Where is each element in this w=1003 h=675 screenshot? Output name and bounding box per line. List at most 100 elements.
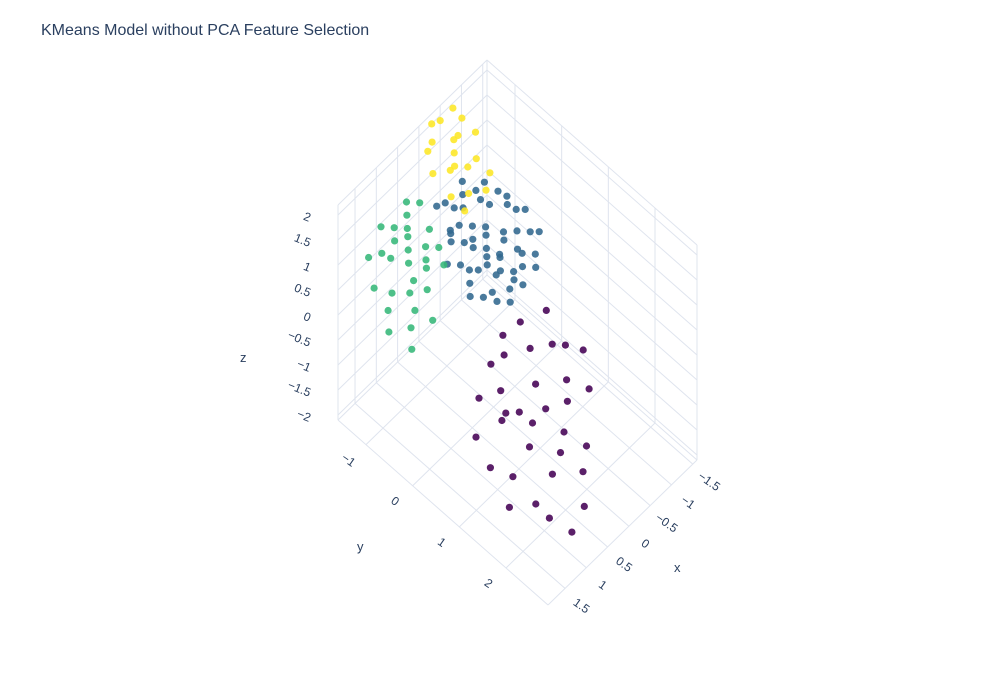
x-tick-label: −1 [678,493,698,513]
x-tick-label: 1.5 [571,595,593,616]
data-point-cluster-3 [449,104,457,112]
data-point-cluster-0 [585,385,593,393]
grid-layer [337,59,698,606]
data-point-cluster-1 [492,271,500,279]
data-point-cluster-0 [563,397,572,405]
data-point-cluster-1 [479,293,487,301]
data-point-cluster-2 [365,253,373,262]
data-point-cluster-3 [428,138,436,146]
z-tick-label: 0.5 [292,280,313,299]
x-tick-label: −0.5 [653,510,681,535]
data-point-cluster-1 [531,250,539,258]
data-point-cluster-0 [532,380,540,388]
data-point-cluster-2 [423,286,431,294]
data-point-cluster-0 [579,346,587,354]
data-point-cluster-0 [580,502,588,510]
data-point-cluster-0 [582,442,591,450]
data-point-cluster-1 [458,177,466,185]
data-point-cluster-3 [424,147,432,155]
data-point-cluster-1 [483,261,491,269]
floor-gridline-x [439,320,651,506]
data-point-cluster-0 [532,500,540,508]
data-point-cluster-1 [500,236,508,244]
data-point-cluster-3 [447,193,455,201]
data-point-cluster-2 [422,256,430,264]
data-point-cluster-1 [488,288,496,296]
back-gridline-z [486,244,698,431]
data-point-cluster-1 [532,263,540,271]
data-point-cluster-2 [377,223,385,231]
floor-gridline-x [354,403,566,589]
data-point-cluster-1 [509,268,518,276]
data-point-cluster-0 [579,468,587,476]
box-edge [547,459,698,606]
data-point-cluster-2 [405,259,413,267]
z-tick-label: 2 [301,209,313,225]
data-point-cluster-0 [472,433,480,441]
data-point-cluster-2 [422,243,430,251]
data-point-cluster-0 [560,428,568,436]
data-point-cluster-2 [387,254,395,262]
data-point-cluster-3 [486,169,494,177]
data-point-cluster-1 [494,187,502,195]
y-axis-title: y [357,539,364,554]
x-tick-label: 1 [596,577,610,592]
data-point-cluster-2 [425,225,433,233]
data-point-cluster-2 [390,224,398,232]
z-tick-label: −1 [295,357,313,375]
y-tick-label: 1 [435,535,449,550]
data-point-cluster-2 [404,246,412,254]
data-point-cluster-0 [486,464,494,472]
floor-gridline-y [365,299,516,446]
data-point-cluster-0 [556,449,565,457]
y-tick-label: 2 [482,576,496,591]
back-gridline-z [486,169,698,356]
box-edge [337,419,549,606]
data-point-cluster-0 [568,528,576,536]
z-tick-label: 1 [301,259,313,275]
data-point-cluster-1 [456,261,465,269]
data-point-cluster-1 [459,191,467,199]
data-point-cluster-0 [563,376,571,384]
data-point-cluster-0 [516,318,524,326]
data-point-cluster-0 [548,470,557,478]
data-point-cluster-0 [545,514,554,522]
back-gridline-z [486,69,698,256]
x-tick-label: 0.5 [613,554,635,575]
data-point-cluster-0 [515,408,523,416]
back-gridline-z [486,269,698,456]
z-axis-title: z [240,350,247,365]
data-point-cluster-0 [509,473,517,481]
box-edge [486,274,698,461]
left-gridline-z [337,144,488,291]
data-point-cluster-0 [502,409,510,417]
data-point-cluster-2 [404,233,412,241]
floor-gridline-y [458,381,609,528]
data-point-cluster-1 [482,244,490,252]
floor-gridline-x [375,382,587,569]
data-point-cluster-1 [433,202,441,210]
back-gridline-z [486,194,698,381]
x-tick-label: −1.5 [695,469,723,494]
z-tick-label: −2 [295,407,313,425]
data-point-cluster-3 [436,117,444,125]
back-gridline-z [486,94,698,281]
data-point-cluster-1 [506,298,514,306]
x-axis-title: x [674,560,681,575]
data-point-cluster-3 [458,114,466,122]
z-tick-label: 0 [301,309,313,325]
data-point-cluster-2 [422,264,430,272]
data-point-cluster-1 [503,200,511,209]
data-point-cluster-1 [483,253,491,261]
data-point-cluster-1 [503,192,511,200]
box-edge [337,59,488,206]
data-point-cluster-2 [370,284,378,292]
data-point-cluster-2 [429,316,437,324]
y-tick-label: −1 [339,450,359,470]
data-point-cluster-1 [447,238,455,246]
data-point-cluster-3 [461,207,469,215]
box-edge [486,59,698,246]
data-point-cluster-1 [465,266,473,274]
points-layer [365,104,593,536]
